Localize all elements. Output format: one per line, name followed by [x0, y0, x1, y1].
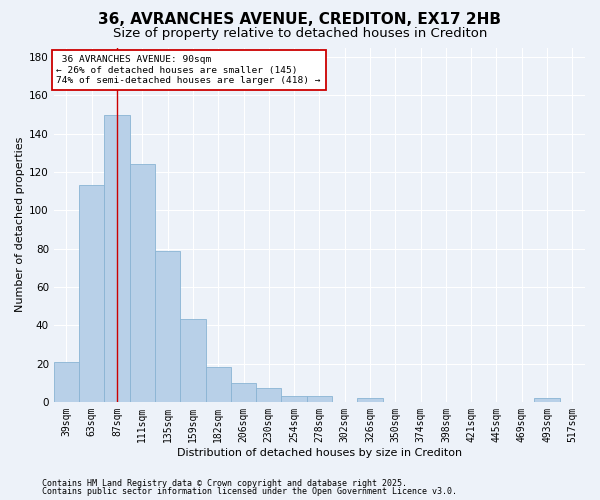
Bar — [281, 396, 307, 402]
Text: Contains HM Land Registry data © Crown copyright and database right 2025.: Contains HM Land Registry data © Crown c… — [42, 478, 407, 488]
Bar — [155, 250, 180, 402]
Bar — [358, 398, 383, 402]
Bar — [535, 398, 560, 402]
Text: 36, AVRANCHES AVENUE, CREDITON, EX17 2HB: 36, AVRANCHES AVENUE, CREDITON, EX17 2HB — [98, 12, 502, 28]
Bar — [180, 320, 206, 402]
Bar — [231, 382, 256, 402]
Text: Size of property relative to detached houses in Crediton: Size of property relative to detached ho… — [113, 28, 487, 40]
Text: Contains public sector information licensed under the Open Government Licence v3: Contains public sector information licen… — [42, 487, 457, 496]
Bar — [54, 362, 79, 402]
Bar — [307, 396, 332, 402]
Bar — [206, 368, 231, 402]
Bar — [79, 186, 104, 402]
Text: 36 AVRANCHES AVENUE: 90sqm
← 26% of detached houses are smaller (145)
74% of sem: 36 AVRANCHES AVENUE: 90sqm ← 26% of deta… — [56, 55, 321, 85]
Bar — [256, 388, 281, 402]
Bar — [130, 164, 155, 402]
Bar — [104, 114, 130, 402]
Y-axis label: Number of detached properties: Number of detached properties — [15, 137, 25, 312]
X-axis label: Distribution of detached houses by size in Crediton: Distribution of detached houses by size … — [177, 448, 462, 458]
